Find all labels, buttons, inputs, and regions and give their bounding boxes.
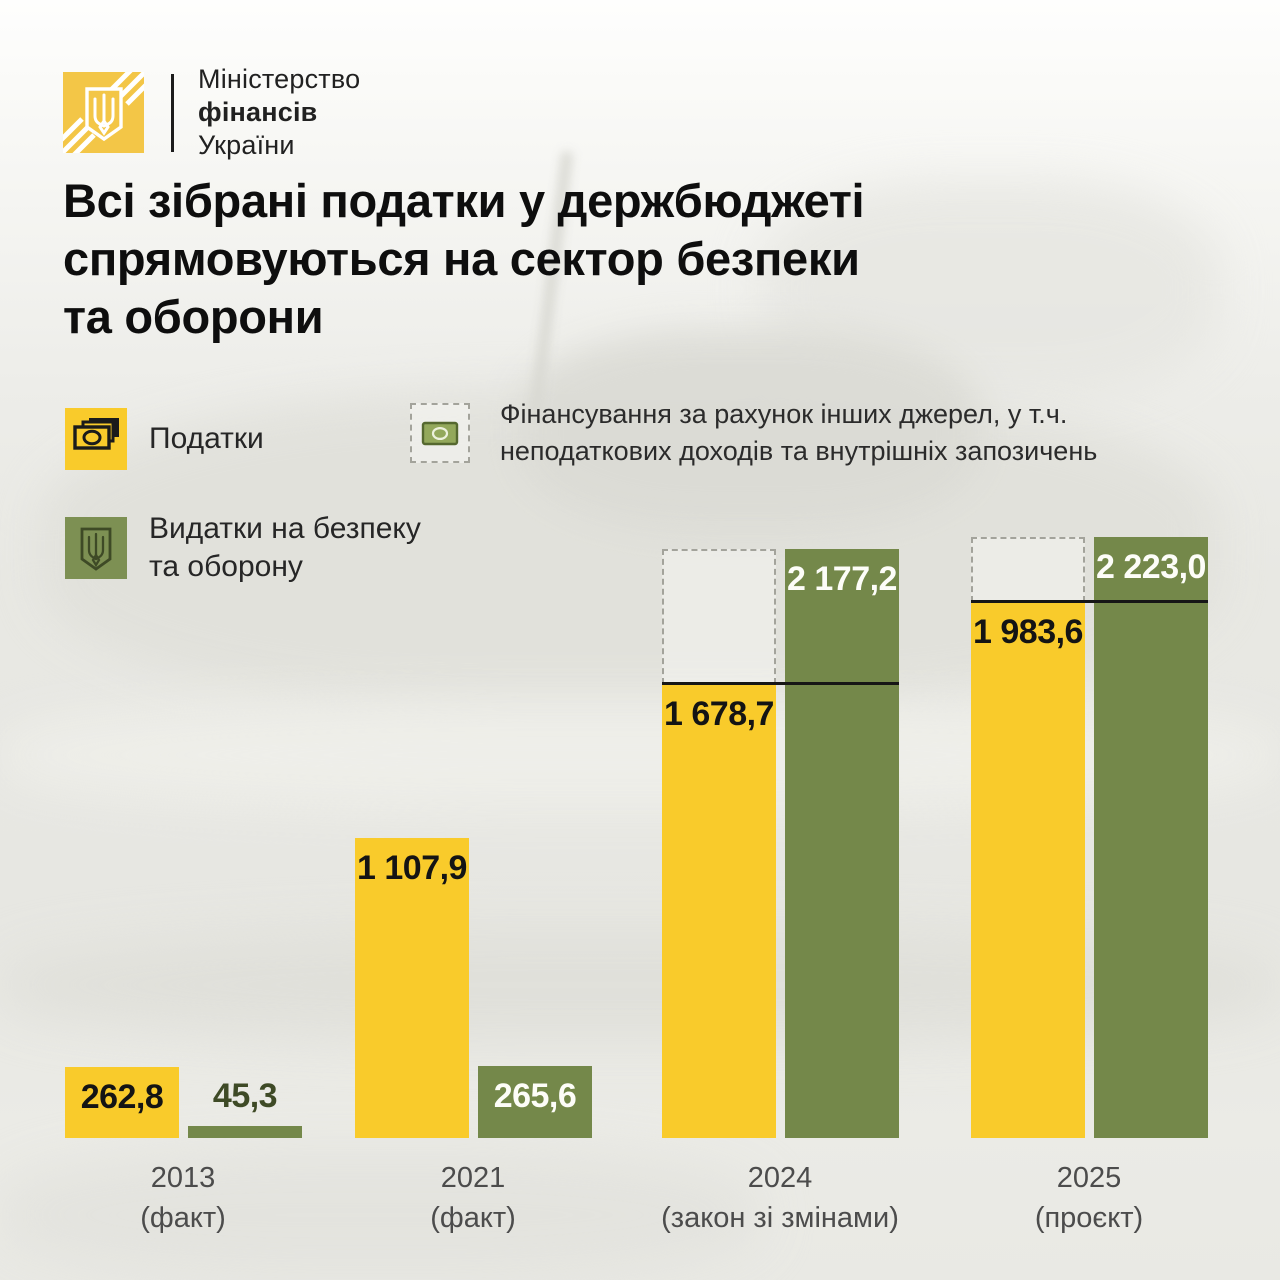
legend-defense-label: Видатки на безпеку та оборону <box>149 510 421 586</box>
page-title: Всі зібрані податки у держбюджеті спрямо… <box>63 172 1103 346</box>
x-axis-label-2025: 2025 (проєкт) <box>899 1158 1279 1238</box>
x-axis-label-2024: 2024 (закон зі змінами) <box>590 1158 970 1238</box>
x-axis-note: (закон зі змінами) <box>661 1202 899 1234</box>
ministry-logo: Міністерство фінансів України <box>58 63 360 162</box>
legend-taxes-label: Податки <box>149 422 264 455</box>
value-label-defense-2021: 265,6 <box>493 1077 577 1115</box>
value-label-defense-2025: 2 223,0 <box>1096 548 1206 586</box>
logo-divider <box>171 73 174 152</box>
bar-defense-2025: 2 223,0 <box>1094 537 1208 1138</box>
bar-group-2025: 1 983,6 2 223,0 <box>971 0 1208 1138</box>
bar-defense-2013 <box>188 1126 302 1138</box>
x-axis-label-2021: 2021 (факт) <box>283 1158 663 1238</box>
x-axis-note: (проєкт) <box>1034 1202 1144 1234</box>
bar-group-2013: 262,8 45,3 <box>65 0 302 1138</box>
green-banknote-icon <box>421 421 459 446</box>
x-axis-year: 2013 <box>150 1162 216 1194</box>
legend-item-taxes: Податки <box>65 408 264 470</box>
value-label-taxes-2025: 1 983,6 <box>973 613 1083 651</box>
legend-other-sources-label: Фінансування за рахунок інших джерел, у … <box>500 396 1097 470</box>
bar-taxes-2024: 1 678,7 <box>662 684 776 1138</box>
other-sources-line2: неподаткових доходів та внутрішніх запоз… <box>500 436 1098 466</box>
value-label-taxes-2024: 1 678,7 <box>664 695 774 733</box>
taxes-level-line-2025 <box>971 600 1208 603</box>
title-line1: Всі зібрані податки у держбюджеті <box>63 174 865 227</box>
x-axis-note: (факт) <box>430 1202 516 1234</box>
bar-defense-2021: 265,6 <box>478 1066 592 1138</box>
trident-shield-icon <box>80 527 112 571</box>
bar-group-2021: 1 107,9 265,6 <box>355 0 592 1138</box>
x-axis-label-2013: 2013 (факт) <box>0 1158 373 1238</box>
other-sources-box-2025 <box>971 537 1085 602</box>
other-sources-swatch <box>410 403 470 463</box>
value-label-defense-2013: 45,3 <box>212 1077 278 1115</box>
x-axis-year: 2025 <box>1056 1162 1122 1194</box>
legend-item-other-sources: Фінансування за рахунок інших джерел, у … <box>410 396 1097 470</box>
legend-item-defense: Видатки на безпеку та оборону <box>65 510 421 586</box>
logo-line2: фінансів <box>198 97 318 127</box>
other-sources-line1: Фінансування за рахунок інших джерел, у … <box>500 399 1068 429</box>
bar-taxes-2021: 1 107,9 <box>355 838 469 1138</box>
logo-line1: Міністерство <box>198 64 361 94</box>
x-axis-year: 2024 <box>747 1162 813 1194</box>
defense-label-line2: та оборону <box>149 550 303 583</box>
bar-taxes-2013: 262,8 <box>65 1067 179 1138</box>
background-blob <box>0 1150 760 1280</box>
value-label-defense-2024: 2 177,2 <box>787 560 897 598</box>
taxes-level-line-2024 <box>662 682 899 685</box>
logo-line3: України <box>198 130 295 160</box>
bar-taxes-2025: 1 983,6 <box>971 602 1085 1138</box>
x-axis-year: 2021 <box>440 1162 506 1194</box>
title-line2: спрямовуються на сектор безпеки <box>63 232 860 285</box>
banknotes-icon <box>73 418 119 450</box>
other-sources-box-2024 <box>662 549 776 684</box>
logo-text: Міністерство фінансів України <box>198 63 360 162</box>
bar-defense-2024: 2 177,2 <box>785 549 899 1138</box>
defense-swatch <box>65 517 127 579</box>
value-label-taxes-2021: 1 107,9 <box>357 849 467 887</box>
bar-group-2024: 1 678,7 2 177,2 <box>662 0 899 1138</box>
x-axis-note: (факт) <box>140 1202 226 1234</box>
taxes-swatch <box>65 408 127 470</box>
defense-label-line1: Видатки на безпеку <box>149 512 421 545</box>
title-line3: та оборони <box>63 290 324 343</box>
background-blob <box>520 330 980 530</box>
value-label-taxes-2013: 262,8 <box>80 1078 164 1116</box>
